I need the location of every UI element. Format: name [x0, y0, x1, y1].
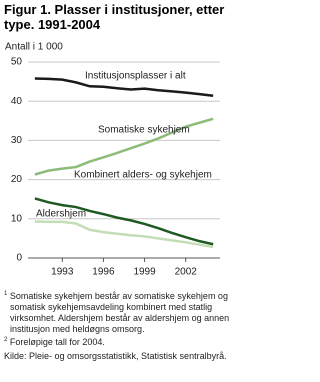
x-tick-label: 1999 [133, 267, 156, 278]
note-marker: 2 [4, 337, 8, 343]
notes: 1 Somatiske sykehjem består av somatiske… [4, 289, 232, 362]
series-line [34, 77, 214, 97]
series-line [34, 220, 214, 249]
series-label: Kombinert alders- og sykehjem [74, 170, 212, 181]
note-text: Foreløpige tall for 2004. [9, 337, 105, 347]
note: 1 Somatiske sykehjem består av somatiske… [4, 289, 232, 335]
note: 2 Foreløpige tall for 2004. [4, 335, 232, 348]
x-tick-label: 1996 [92, 267, 115, 278]
series-label: Institusjonsplasser i alt [85, 71, 186, 82]
chart-title: Figur 1. Plasser i institusjoner, etter … [4, 2, 225, 32]
x-tick-label: 2002 [175, 267, 198, 278]
y-tick-label: 50 [11, 57, 23, 68]
page: Figur 1. Plasser i institusjoner, etter … [4, 2, 232, 362]
y-tick-label: 10 [11, 213, 23, 224]
series-label: Aldershjem [36, 209, 86, 220]
series-line [34, 117, 214, 176]
chart: Antall i 1 000 0 10 20 30 40 50 1993 1996 1999 20… [5, 42, 220, 278]
series-line [34, 197, 214, 246]
y-axis-label: Antall i 1 000 [5, 42, 63, 53]
note-text: Somatiske sykehjem består av somatiske s… [9, 291, 230, 334]
x-tick-label: 1993 [51, 267, 74, 278]
series-label: Somatiske sykehjem [98, 125, 190, 136]
y-tick-label: 40 [11, 96, 23, 107]
note-marker: 1 [4, 291, 8, 297]
y-tick-label: 0 [16, 253, 22, 264]
y-tick-label: 20 [11, 174, 23, 185]
y-tick-label: 30 [11, 135, 23, 146]
source: Kilde: Pleie- og omsorgsstatistikk, Stat… [4, 351, 227, 361]
